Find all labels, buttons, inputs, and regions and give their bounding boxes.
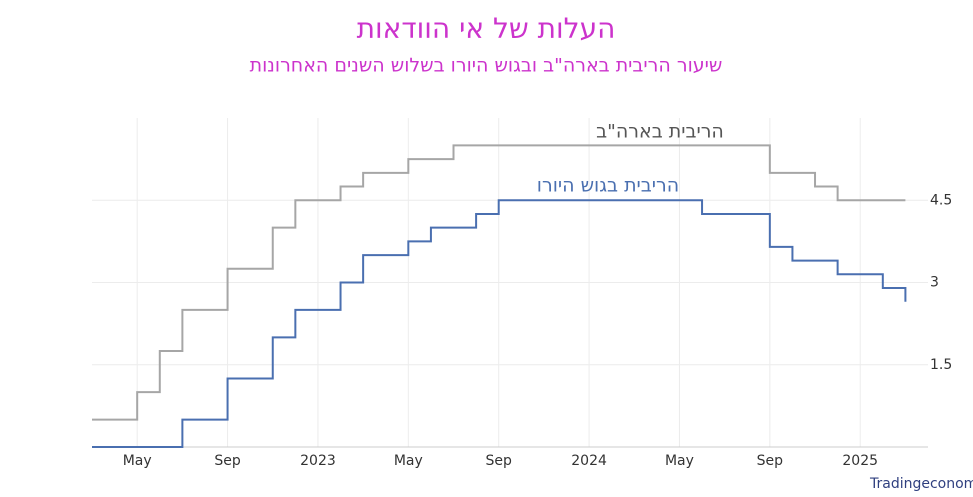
- source: מקור: Tradingeconomics.com: [869, 476, 973, 492]
- y-tick-label: 3: [930, 275, 939, 291]
- x-tick-label: Sep: [757, 453, 784, 469]
- y-tick-label: 1.5: [930, 357, 952, 373]
- x-tick-label: May: [665, 453, 694, 469]
- x-tick-label: 2025: [842, 453, 878, 469]
- chart-title: העלות של אי הוודאות: [357, 12, 616, 45]
- chart-subtitle: שיעור הריבית בארה"ב ובגוש היורו בשלוש הש…: [250, 55, 723, 77]
- x-tick-label: Sep: [214, 453, 241, 469]
- series-line: [92, 144, 906, 421]
- x-tick-label: 2023: [300, 453, 336, 469]
- x-tick-label: May: [394, 453, 423, 469]
- x-tick-label: 2024: [571, 453, 607, 469]
- y-tick-label: 4.5: [930, 192, 952, 208]
- x-tick-label: May: [123, 453, 152, 469]
- series-label: הריבית בגוש היורו: [537, 175, 679, 197]
- series-label: הריבית בארה"ב: [596, 121, 724, 143]
- x-tick-label: Sep: [486, 453, 513, 469]
- series-line: [92, 199, 907, 448]
